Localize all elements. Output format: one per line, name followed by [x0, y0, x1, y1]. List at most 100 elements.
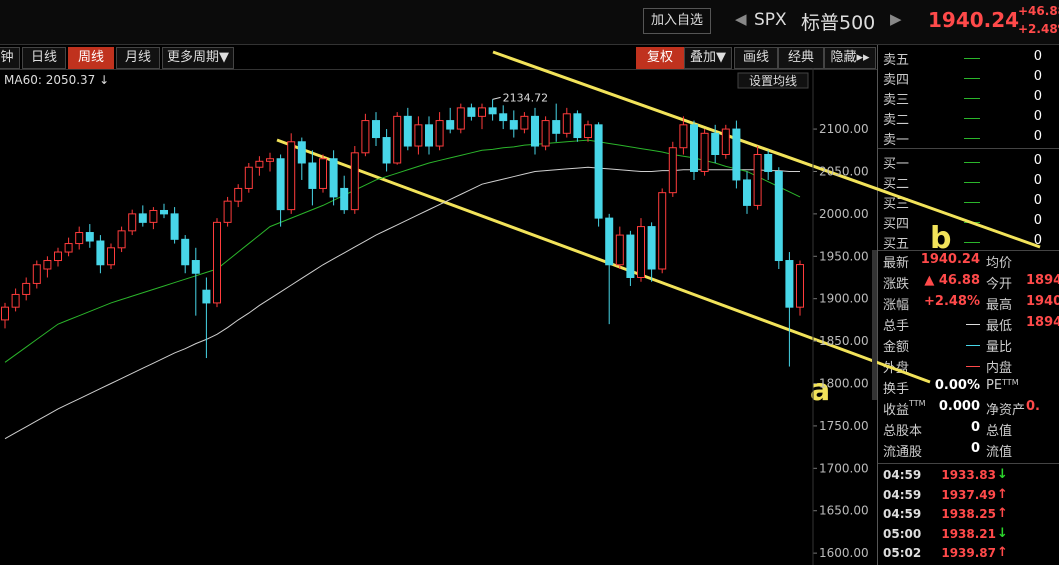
candle-body [54, 251, 62, 262]
next-arrow[interactable]: ▶ [890, 10, 902, 28]
candle-body [796, 264, 804, 308]
quote-value: 0.00% [934, 378, 980, 393]
order-dash [964, 242, 980, 243]
candle-body [425, 124, 433, 147]
symbol: SPX [754, 10, 787, 30]
candle-body [96, 240, 105, 266]
add-watchlist-button[interactable]: 加入自选 [643, 8, 711, 34]
y-tick-label: 2000.00 [819, 207, 869, 221]
quote-value: 1940.24 [920, 252, 980, 267]
tool-button[interactable]: 画线 [734, 47, 778, 69]
candle-body [647, 226, 656, 270]
quote-label: 流通股 [883, 445, 923, 460]
period-tab[interactable]: 周线 [68, 47, 114, 69]
candle-body [128, 213, 137, 232]
candle-body [584, 124, 592, 139]
period-tab[interactable]: 更多周期▼ [162, 47, 234, 69]
tool-button[interactable]: 隐藏▸▸ [824, 47, 876, 69]
period-tab[interactable]: 月线 [116, 47, 160, 69]
order-volume: 0 [1033, 173, 1042, 188]
y-tick-label: 1950.00 [819, 249, 869, 263]
candle-body [488, 107, 497, 115]
tick-time: 04:59 [883, 468, 922, 482]
candle-body [11, 293, 20, 308]
candle-body [478, 107, 486, 117]
quote-label: 总手 [883, 319, 910, 334]
candle-body [117, 230, 126, 249]
candle-body [700, 132, 709, 172]
candle-body [213, 221, 221, 304]
candle-body [403, 115, 412, 147]
candle-body [785, 260, 794, 308]
tick-time: 05:00 [883, 526, 922, 541]
candle-body [1, 306, 9, 321]
y-tick-label: 1650.00 [819, 504, 869, 518]
candle-body [361, 120, 370, 154]
candle-body [753, 154, 762, 206]
y-tick-label: 1850.00 [819, 334, 869, 348]
candle-body [64, 243, 73, 253]
quote-panel: 卖五 0 卖四 0 卖三 0 卖二 0 卖一 0 买一 0 买二 0 买三 0 买四 0 买五 0 最新 1940.24 均… [877, 45, 1059, 565]
quote-label: 流值 [986, 445, 1013, 460]
order-dash [964, 98, 980, 99]
candle-body [287, 141, 296, 211]
tick-direction: ↑ [997, 545, 1008, 560]
period-tab[interactable]: 钟 [0, 47, 20, 69]
candle-body [626, 234, 635, 278]
candle-body [255, 160, 264, 168]
change: +46.88 [1018, 4, 1059, 18]
order-label: 卖三 [883, 93, 910, 108]
candle-body [690, 124, 698, 172]
tool-button[interactable]: 叠加▼ [684, 47, 732, 69]
order-label: 买二 [883, 177, 910, 192]
tick-time: 04:59 [883, 507, 922, 521]
candle-body [658, 192, 667, 270]
candle-body [191, 260, 200, 274]
quote-value: 0 [970, 420, 980, 435]
candle-body [149, 209, 158, 223]
quote-value: +2.48% [924, 294, 980, 309]
order-volume: 0 [1033, 233, 1042, 248]
quote-value: 0 [970, 441, 980, 456]
quote-label: 外盘 [883, 361, 910, 376]
quote-label: 最低 [986, 319, 1013, 334]
ma-line [4, 139, 801, 363]
candle-body [234, 187, 243, 202]
candle-body [573, 113, 582, 139]
tool-button[interactable]: 复权 [636, 47, 684, 69]
quote-value: 1894. [1026, 273, 1059, 288]
tick-price: 1933.83 [941, 468, 996, 482]
candle-body [552, 120, 561, 134]
quote-value: 0.000 [938, 399, 980, 414]
order-dash [964, 78, 980, 79]
candle-body [668, 147, 677, 194]
candle-body [605, 217, 614, 266]
tick-direction: ↑ [997, 506, 1008, 521]
candle-body [711, 132, 720, 156]
candle-body [774, 170, 783, 262]
quote-label: 涨跌 [883, 277, 910, 292]
peak-pointer [492, 96, 501, 100]
ma-settings-button[interactable] [737, 72, 809, 89]
y-tick-label: 1900.00 [819, 292, 869, 306]
candle-body [382, 137, 391, 164]
candle-body [372, 120, 380, 139]
period-tab[interactable]: 日线 [22, 47, 66, 69]
tick-direction: ↓ [997, 525, 1008, 541]
candle-body [202, 289, 211, 304]
order-label: 卖二 [883, 113, 910, 128]
quote-label: 总值 [986, 424, 1013, 439]
prev-arrow[interactable]: ◀ [735, 10, 747, 28]
index-name: 标普500 [801, 12, 876, 34]
ma-settings-label[interactable]: 设置均线 [749, 74, 797, 88]
order-dash [964, 222, 980, 223]
candle-body [414, 124, 423, 147]
tool-button[interactable]: 经典 [778, 47, 824, 69]
order-label: 卖五 [883, 53, 910, 68]
order-volume: 0 [1033, 129, 1042, 144]
annotation: a [810, 373, 830, 408]
change-pct: +2.48% [1018, 22, 1059, 36]
candle-body [393, 115, 402, 164]
peak-label: 2134.72 [503, 91, 548, 104]
quote-label: 均价 [986, 256, 1013, 271]
